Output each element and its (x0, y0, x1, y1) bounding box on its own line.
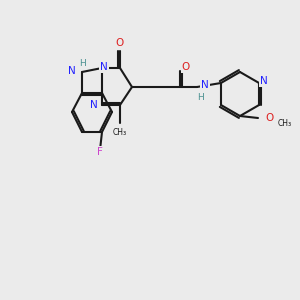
Text: H: H (80, 58, 86, 68)
Text: O: O (182, 62, 190, 72)
Text: F: F (97, 147, 103, 157)
Text: N: N (100, 62, 108, 72)
Text: N: N (260, 76, 268, 86)
Text: CH₃: CH₃ (278, 119, 292, 128)
Text: N: N (90, 100, 98, 110)
Text: O: O (116, 38, 124, 48)
Text: N: N (201, 80, 209, 90)
Text: O: O (266, 113, 274, 123)
Text: H: H (196, 92, 203, 101)
Text: CH₃: CH₃ (113, 128, 127, 137)
Text: N: N (68, 66, 76, 76)
